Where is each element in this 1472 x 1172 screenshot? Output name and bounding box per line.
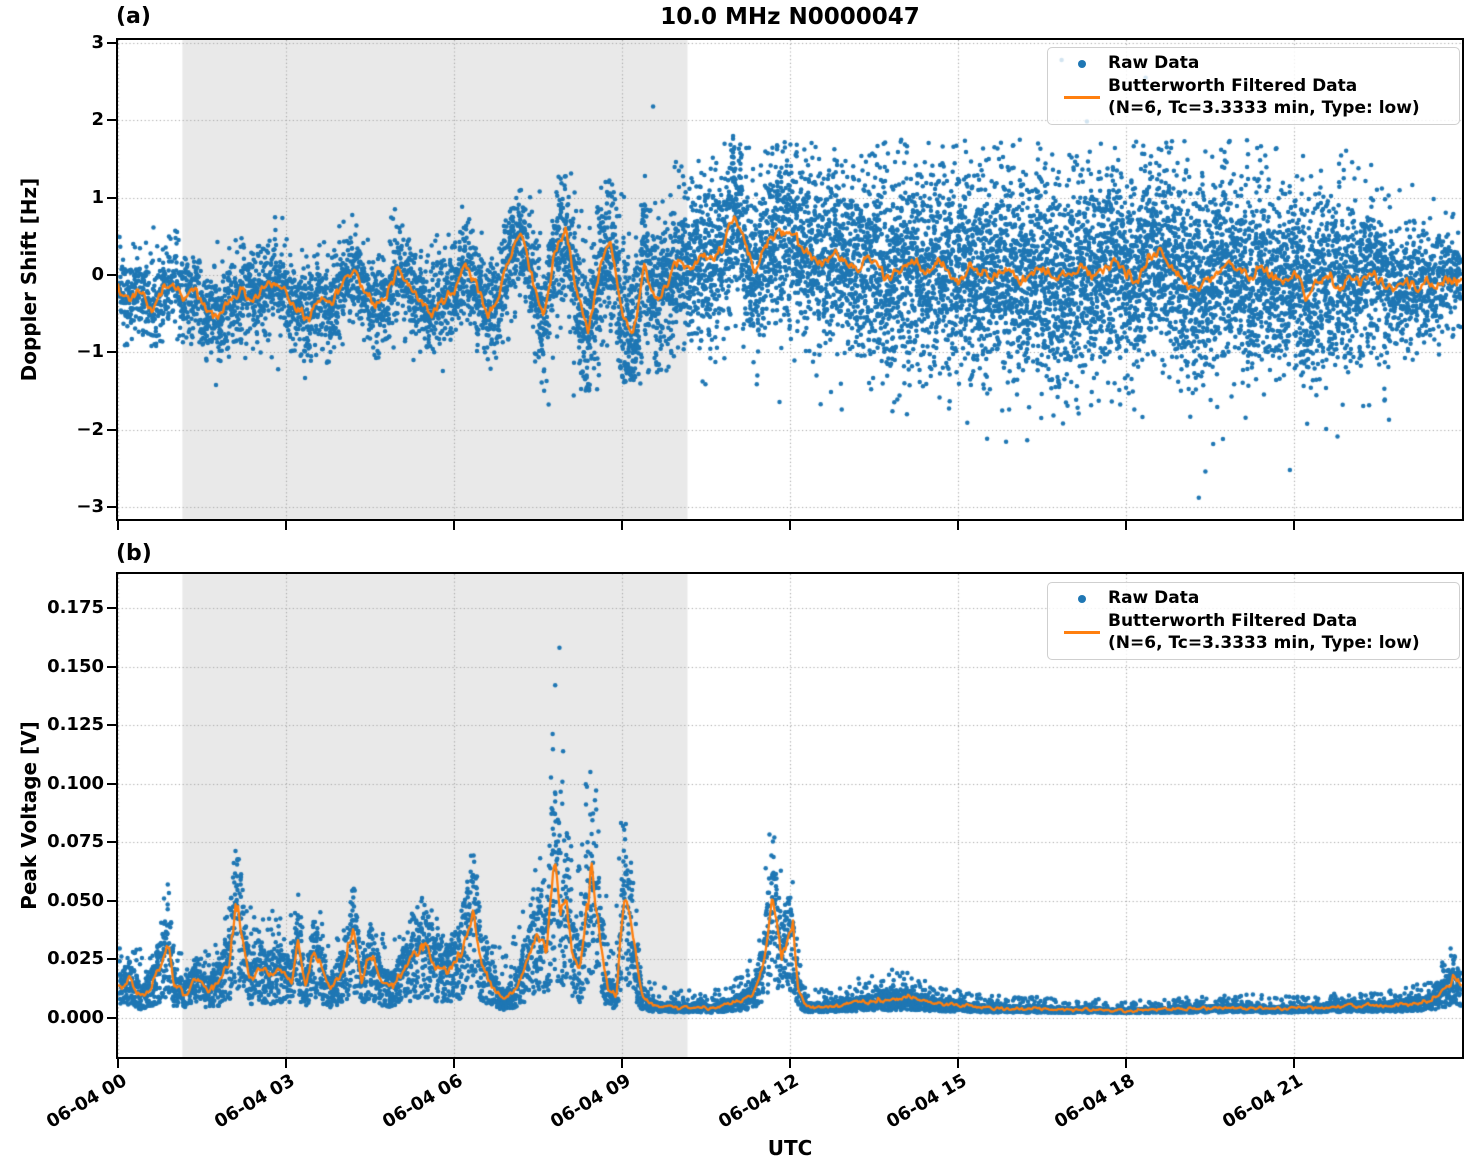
x-tick-mark — [1293, 521, 1295, 530]
y-tick-mark — [107, 665, 116, 668]
y-tick-label: 1 — [91, 186, 104, 208]
chart-title: 10.0 MHz N0000047 — [660, 4, 920, 30]
raw-data-label: Raw Data — [1108, 53, 1200, 73]
y-tick-mark — [107, 196, 116, 199]
raw-data-marker — [1056, 59, 1108, 68]
x-tick-mark — [789, 521, 791, 530]
x-tick-mark — [957, 1059, 959, 1068]
y-tick-mark — [107, 119, 116, 122]
panel-a-axes — [116, 38, 1464, 521]
y-tick-mark — [107, 428, 116, 431]
x-tick-mark — [285, 1059, 287, 1068]
y-tick-label: 3 — [91, 32, 104, 53]
y-tick-label: 0.150 — [47, 655, 104, 677]
filtered-data-label-line2: (N=6, Tc=3.3333 min, Type: low) — [1108, 97, 1420, 118]
y-tick-mark — [107, 607, 116, 609]
filtered-data-marker — [1056, 630, 1108, 635]
y-tick-label: 0.050 — [47, 889, 104, 911]
y-tick-label: 0.125 — [47, 714, 104, 736]
filtered-data-label-line1: Butterworth Filtered Data — [1108, 75, 1358, 96]
y-tick-mark — [107, 724, 116, 727]
y-tick-label: −2 — [76, 418, 104, 440]
y-tick-label: 0.075 — [47, 831, 104, 853]
y-tick-mark — [107, 506, 116, 508]
x-tick-mark — [957, 521, 959, 530]
panel-b-axes — [116, 572, 1464, 1059]
y-tick-label: −3 — [76, 496, 104, 517]
x-tick-mark — [453, 521, 455, 530]
x-tick-mark — [1293, 1059, 1295, 1068]
panel-b-legend: Raw Data Butterworth Filtered Data (N=6,… — [1047, 582, 1460, 661]
x-tick-mark — [1125, 1059, 1127, 1068]
y-tick-mark — [107, 958, 116, 961]
y-tick-label: 0 — [91, 264, 104, 285]
filtered-data-label: Butterworth Filtered Data (N=6, Tc=3.333… — [1108, 611, 1420, 655]
x-tick-mark — [789, 1059, 791, 1068]
x-tick-mark — [621, 1059, 623, 1068]
filtered-data-marker — [1056, 95, 1108, 100]
x-axis-label: UTC — [767, 1136, 813, 1160]
scatter-dot-icon — [1078, 594, 1086, 603]
y-tick-label: 0.025 — [47, 948, 104, 970]
y-tick-mark — [107, 42, 116, 44]
x-tick-mark — [285, 521, 287, 530]
filtered-data-label-line2: (N=6, Tc=3.3333 min, Type: low) — [1108, 632, 1420, 653]
legend-filtered-entry: Butterworth Filtered Data (N=6, Tc=3.333… — [1056, 611, 1451, 655]
y-tick-mark — [107, 274, 116, 276]
filtered-data-label: Butterworth Filtered Data (N=6, Tc=3.333… — [1108, 76, 1420, 120]
y-tick-label: −1 — [76, 341, 104, 363]
panel-b-tag: (b) — [116, 541, 152, 566]
y-tick-mark — [107, 841, 116, 844]
x-tick-mark — [117, 1059, 119, 1068]
y-tick-label: 2 — [91, 109, 104, 131]
x-tick-mark — [117, 521, 119, 530]
panel-a-tag: (a) — [116, 4, 151, 29]
line-segment-icon — [1064, 95, 1100, 100]
y-tick-mark — [107, 899, 116, 902]
y-tick-mark — [107, 351, 116, 354]
scatter-dot-icon — [1078, 59, 1086, 68]
x-tick-mark — [453, 1059, 455, 1068]
x-tick-label: 06-04 00 — [43, 1070, 131, 1133]
y-tick-mark — [107, 1017, 116, 1019]
panel-a-legend: Raw Data Butterworth Filtered Data (N=6,… — [1047, 47, 1460, 126]
raw-data-marker — [1056, 594, 1108, 603]
y-tick-mark — [107, 782, 116, 785]
y-tick-label: 0.175 — [47, 597, 104, 618]
line-segment-icon — [1064, 630, 1100, 635]
filtered-data-label-line1: Butterworth Filtered Data — [1108, 610, 1358, 631]
panel-b-ylabel: Peak Voltage [V] — [17, 721, 41, 910]
x-tick-mark — [1125, 521, 1127, 530]
x-tick-mark — [621, 521, 623, 530]
y-tick-label: 0.000 — [47, 1007, 104, 1028]
raw-data-label: Raw Data — [1108, 588, 1200, 608]
y-tick-label: 0.100 — [47, 772, 104, 794]
legend-filtered-entry: Butterworth Filtered Data (N=6, Tc=3.333… — [1056, 76, 1451, 120]
legend-raw-entry: Raw Data — [1056, 588, 1451, 610]
legend-raw-entry: Raw Data — [1056, 53, 1451, 75]
